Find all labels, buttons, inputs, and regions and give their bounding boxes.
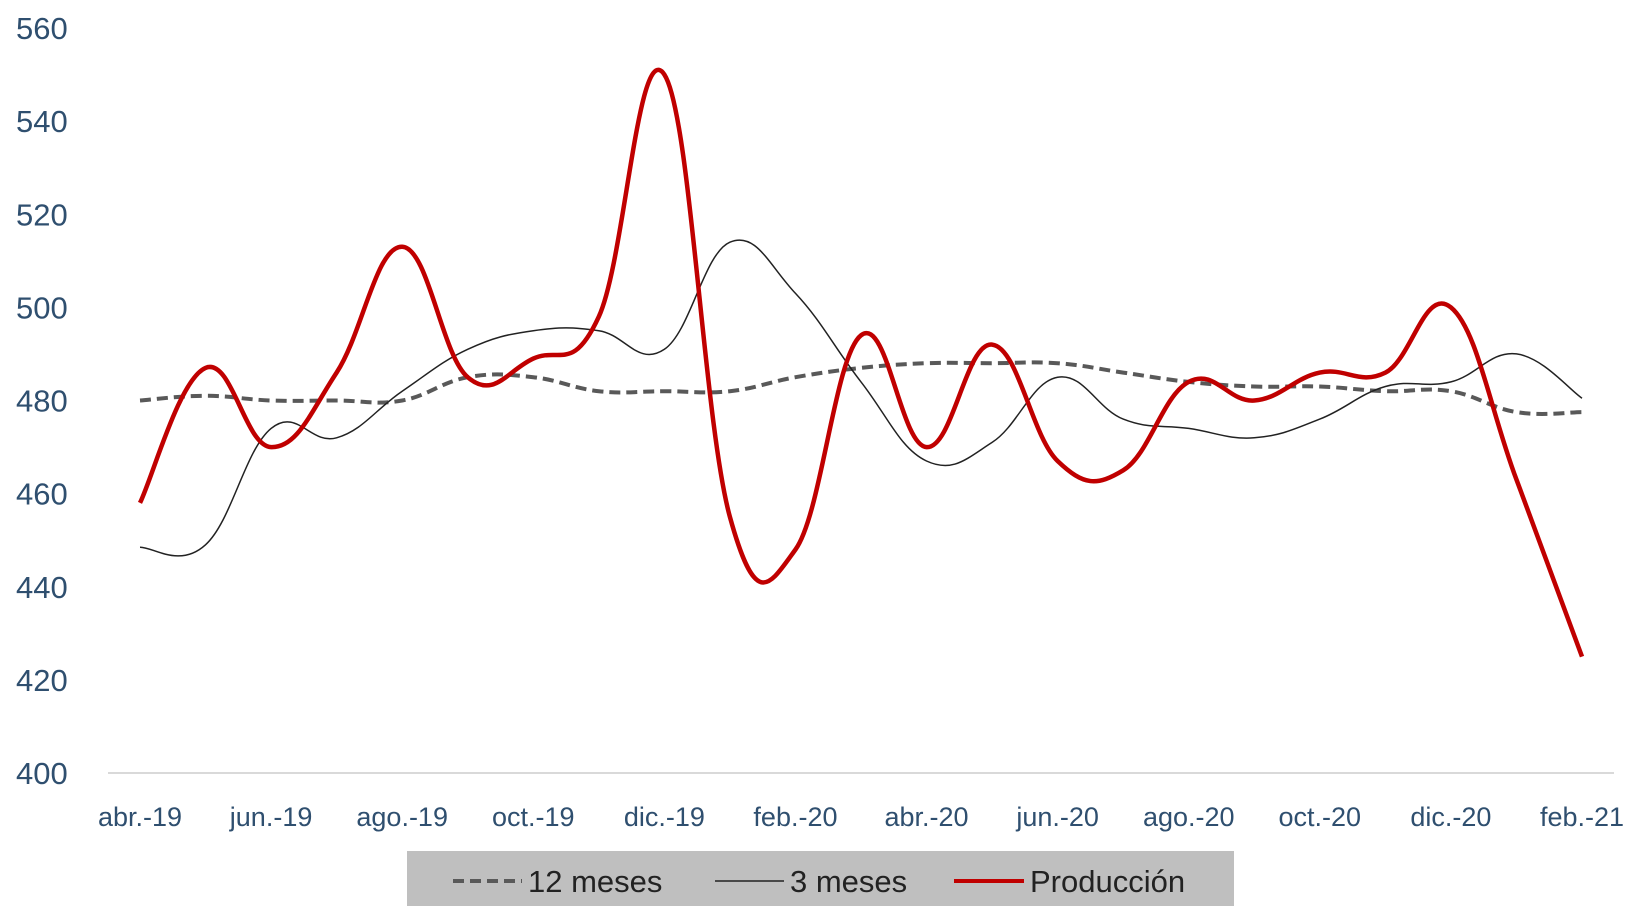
x-tick-label: dic.-19 [624,802,705,832]
x-axis-ticks: abr.-19 jun.-19 ago.-19 oct.-19 dic.-19 feb.-… [98,802,1624,832]
series-line-12-meses [139,360,1583,416]
x-tick-label: oct.-20 [1279,802,1362,832]
x-tick-label: dic.-20 [1410,802,1491,832]
x-tick-label: ago.-19 [356,802,448,832]
x-tick-label: jun.-20 [1015,802,1099,832]
x-tick-label: oct.-19 [492,802,575,832]
legend-label-produccion: Producción [1030,864,1185,899]
series-layer [137,68,1585,658]
y-axis-ticks: 400 420 440 460 480 500 520 540 560 [16,11,68,791]
y-tick-label: 440 [16,570,68,605]
x-tick-label: abr.-20 [885,802,969,832]
y-tick-label: 520 [16,197,68,232]
x-tick-label: jun.-19 [229,802,313,832]
x-tick-label: feb.-20 [753,802,837,832]
y-tick-label: 540 [16,104,68,139]
legend-label-3-meses: 3 meses [790,864,907,899]
x-tick-label: ago.-20 [1143,802,1235,832]
x-tick-label: feb.-21 [1540,802,1624,832]
series-line-producci-n [137,68,1585,658]
x-tick-label: abr.-19 [98,802,182,832]
y-tick-label: 460 [16,477,68,512]
y-tick-label: 500 [16,290,68,325]
y-tick-label: 400 [16,756,68,791]
legend: 12 meses 3 meses Producción [407,851,1234,906]
y-tick-label: 560 [16,11,68,46]
y-tick-label: 480 [16,384,68,419]
legend-background [407,851,1234,906]
series-line-3-meses [139,239,1583,557]
y-tick-label: 420 [16,663,68,698]
legend-label-12-meses: 12 meses [528,864,662,899]
